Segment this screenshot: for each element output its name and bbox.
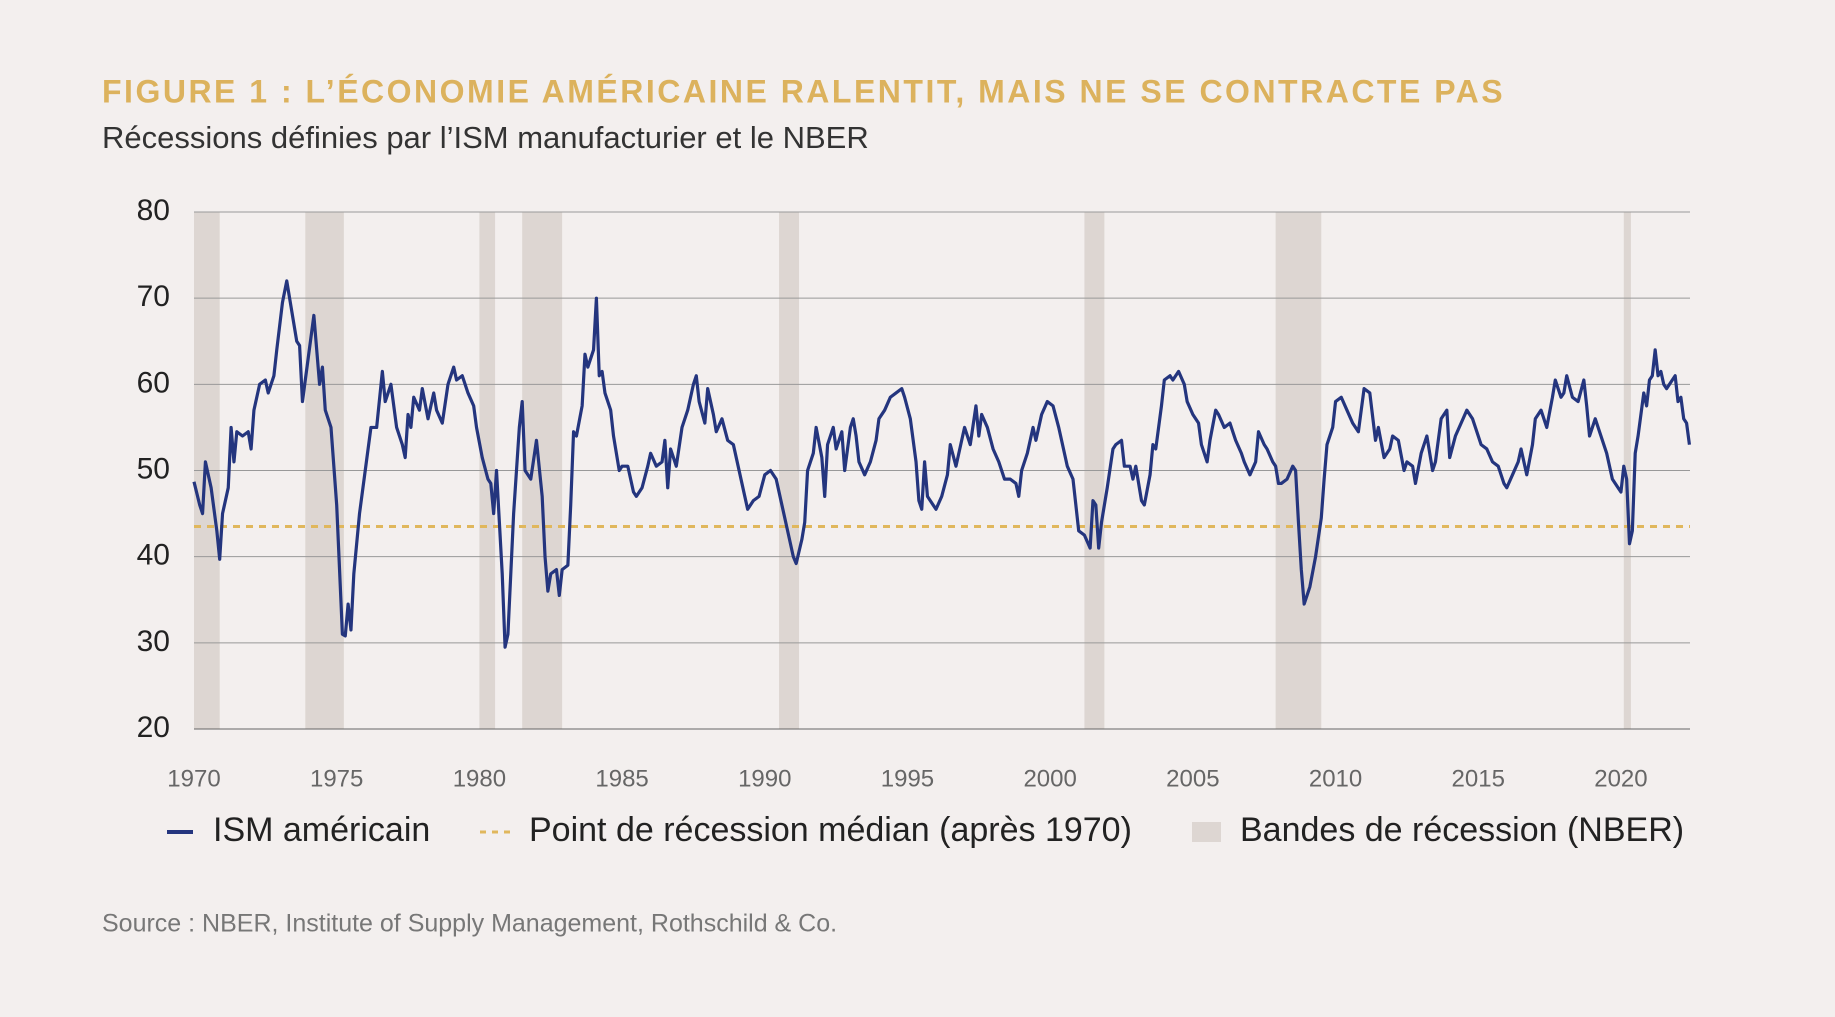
chart-subtitle: Récessions définies par l’ISM manufactur… <box>102 120 869 155</box>
data-line <box>192 279 1692 649</box>
legend-label: ISM américain <box>213 811 430 849</box>
y-tick-label: 80 <box>137 194 170 227</box>
y-tick-label: 40 <box>137 539 170 572</box>
source-note: Source : NBER, Institute of Supply Manag… <box>102 910 837 938</box>
legend-swatch <box>1192 822 1221 842</box>
x-tick-label: 1970 <box>167 765 220 792</box>
x-tick-label: 1975 <box>310 765 363 792</box>
x-tick-label: 1990 <box>738 765 791 792</box>
x-tick-label: 2000 <box>1023 765 1076 792</box>
y-tick-label: 20 <box>137 711 170 744</box>
x-tick-label: 2005 <box>1166 765 1219 792</box>
x-tick-label: 1980 <box>453 765 506 792</box>
x-tick-label: 2010 <box>1309 765 1362 792</box>
legend-label: Bandes de récession (NBER) <box>1240 811 1684 849</box>
legend-label: Point de récession médian (après 1970) <box>529 811 1132 849</box>
chart-title: FIGURE 1 : L’ÉCONOMIE AMÉRICAINE RALENTI… <box>102 73 1505 109</box>
x-tick-label: 1985 <box>595 765 648 792</box>
x-tick-label: 1995 <box>881 765 934 792</box>
y-tick-label: 30 <box>137 625 170 658</box>
y-tick-label: 70 <box>137 280 170 313</box>
x-tick-label: 2015 <box>1452 765 1505 792</box>
y-tick-label: 60 <box>137 366 170 399</box>
x-tick-label: 2020 <box>1594 765 1647 792</box>
y-tick-label: 50 <box>137 452 170 485</box>
